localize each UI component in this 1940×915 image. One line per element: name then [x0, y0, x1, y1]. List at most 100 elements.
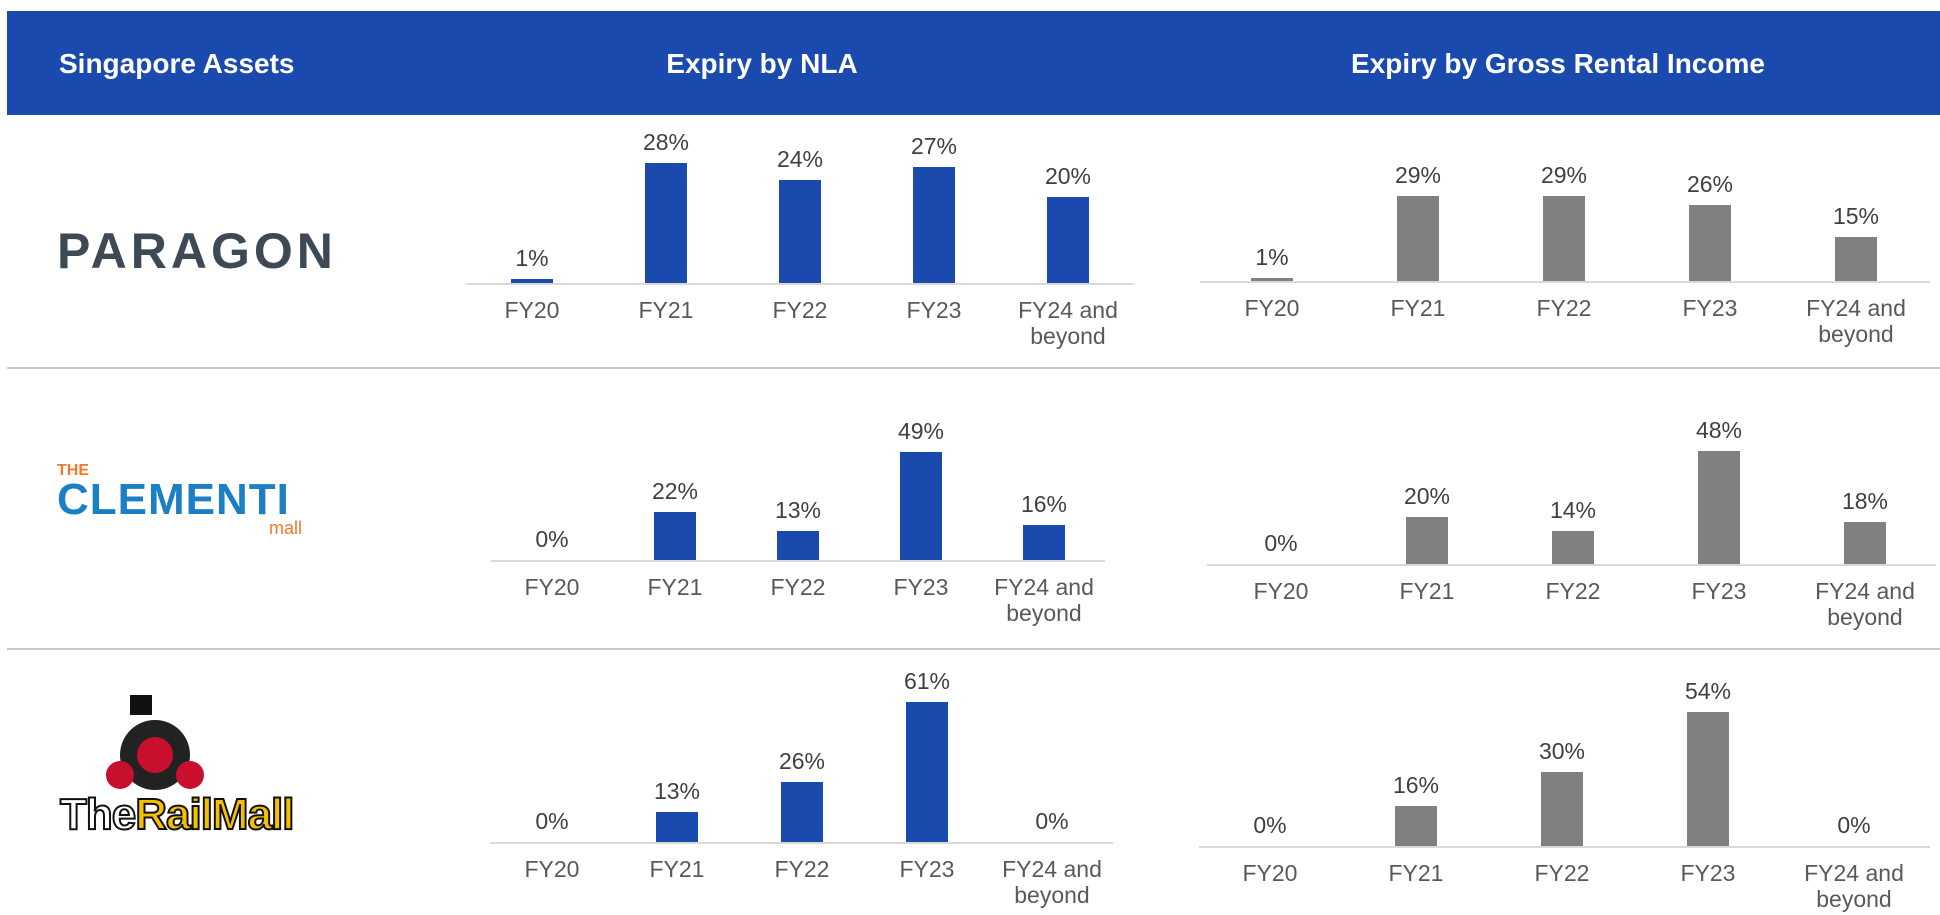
data-label: 27%: [910, 133, 958, 160]
x-tick-label: FY22: [772, 297, 828, 323]
data-label: 13%: [774, 497, 822, 524]
logo-pre: THE: [57, 462, 89, 479]
asset-logo: TheRailMall: [59, 789, 296, 840]
axis-line: [491, 560, 1105, 562]
x-tick-label: FY24 and beyond: [1018, 297, 1118, 349]
data-label: 26%: [1686, 170, 1734, 197]
bar: [1698, 451, 1740, 564]
x-tick-label: FY24 and beyond: [1002, 856, 1102, 908]
bar: [781, 782, 823, 842]
data-label: 24%: [776, 146, 824, 173]
header-nla: Expiry by NLA: [666, 48, 858, 79]
data-label: 0%: [1035, 808, 1069, 834]
data-label: 14%: [1549, 497, 1597, 524]
x-tick-label: FY21: [647, 574, 703, 600]
logo-post: mall: [268, 518, 302, 538]
x-tick-label: FY20: [524, 574, 580, 600]
x-tick-label: FY22: [1545, 578, 1601, 604]
header-bar: [7, 11, 1940, 115]
data-label: 29%: [1394, 162, 1442, 188]
x-tick-label: FY23: [899, 856, 955, 882]
data-label: 49%: [897, 418, 945, 444]
data-label: 48%: [1695, 417, 1743, 443]
train-icon: [106, 695, 204, 790]
data-label: 0%: [1837, 812, 1871, 838]
logo-pre: The: [59, 789, 137, 840]
data-label: 54%: [1684, 678, 1732, 704]
bar: [906, 702, 948, 842]
row-separator: [7, 367, 1940, 369]
bar: [1406, 516, 1448, 564]
x-tick-label: FY22: [774, 856, 830, 882]
bar: [1397, 196, 1439, 281]
bar: [1552, 531, 1594, 564]
bar: [1541, 771, 1583, 846]
data-label: 26%: [778, 748, 826, 775]
axis-line: [1207, 564, 1936, 566]
data-label: 0%: [1264, 530, 1298, 556]
bar: [1251, 278, 1293, 281]
axis-line: [490, 842, 1113, 844]
x-tick-label: FY21: [1399, 578, 1455, 604]
x-tick-label: FY21: [1390, 295, 1446, 321]
row-separator: [7, 648, 1940, 650]
header-gri: Expiry by Gross Rental Income: [1351, 48, 1765, 79]
data-label: 22%: [651, 477, 699, 504]
bar: [1047, 197, 1089, 283]
x-tick-label: FY20: [1253, 578, 1309, 604]
bar: [900, 452, 942, 560]
bar: [777, 531, 819, 560]
data-label: 18%: [1841, 487, 1889, 514]
x-tick-label: FY22: [1536, 295, 1592, 321]
bar: [1543, 196, 1585, 281]
asset-logo: THE CLEMENTI mall: [57, 462, 302, 538]
x-tick-label: FY23: [906, 297, 962, 323]
header-assets: Singapore Assets: [59, 48, 295, 79]
data-label: 30%: [1538, 737, 1586, 764]
x-tick-label: FY24 and beyond: [1806, 295, 1906, 347]
x-tick-label: FY20: [1244, 295, 1300, 321]
bar: [1835, 237, 1877, 281]
x-tick-label: FY23: [893, 574, 949, 600]
bar: [1023, 524, 1065, 560]
x-tick-label: FY20: [504, 297, 560, 323]
data-label: 0%: [535, 526, 569, 552]
bar: [511, 278, 553, 283]
x-tick-label: FY20: [1242, 860, 1298, 886]
bar: [1687, 712, 1729, 846]
data-label: 29%: [1540, 162, 1588, 188]
x-tick-label: FY24 and beyond: [1804, 860, 1904, 912]
bar: [654, 511, 696, 560]
data-label: 1%: [1255, 244, 1289, 271]
x-tick-label: FY23: [1691, 578, 1747, 604]
data-label: 20%: [1403, 482, 1451, 509]
data-label: 16%: [1392, 772, 1440, 799]
bar: [1844, 521, 1886, 564]
data-label: 13%: [653, 778, 701, 805]
bar: [1395, 806, 1437, 846]
data-label: 1%: [515, 244, 549, 271]
data-label: 0%: [1253, 812, 1287, 838]
bar: [645, 163, 687, 283]
data-label: 15%: [1832, 203, 1880, 230]
data-label: 0%: [535, 808, 569, 834]
bar: [779, 180, 821, 283]
data-label: 16%: [1020, 490, 1068, 517]
data-label: 20%: [1044, 163, 1092, 190]
logo-name: CLEMENTI: [57, 475, 290, 524]
x-tick-label: FY21: [638, 297, 694, 323]
logo-name: RailMall: [134, 789, 295, 840]
x-tick-label: FY23: [1680, 860, 1736, 886]
asset-logo: PARAGON: [57, 223, 337, 279]
axis-line: [1200, 281, 1930, 283]
x-tick-label: FY22: [1534, 860, 1590, 886]
x-tick-label: FY23: [1682, 295, 1738, 321]
x-tick-label: FY20: [524, 856, 580, 882]
x-tick-label: FY24 and beyond: [994, 574, 1094, 626]
x-tick-label: FY24 and beyond: [1815, 578, 1915, 630]
data-label: 28%: [642, 129, 690, 155]
x-tick-label: FY22: [770, 574, 826, 600]
bar: [1689, 204, 1731, 281]
x-tick-label: FY21: [1388, 860, 1444, 886]
data-label: 61%: [903, 668, 951, 694]
